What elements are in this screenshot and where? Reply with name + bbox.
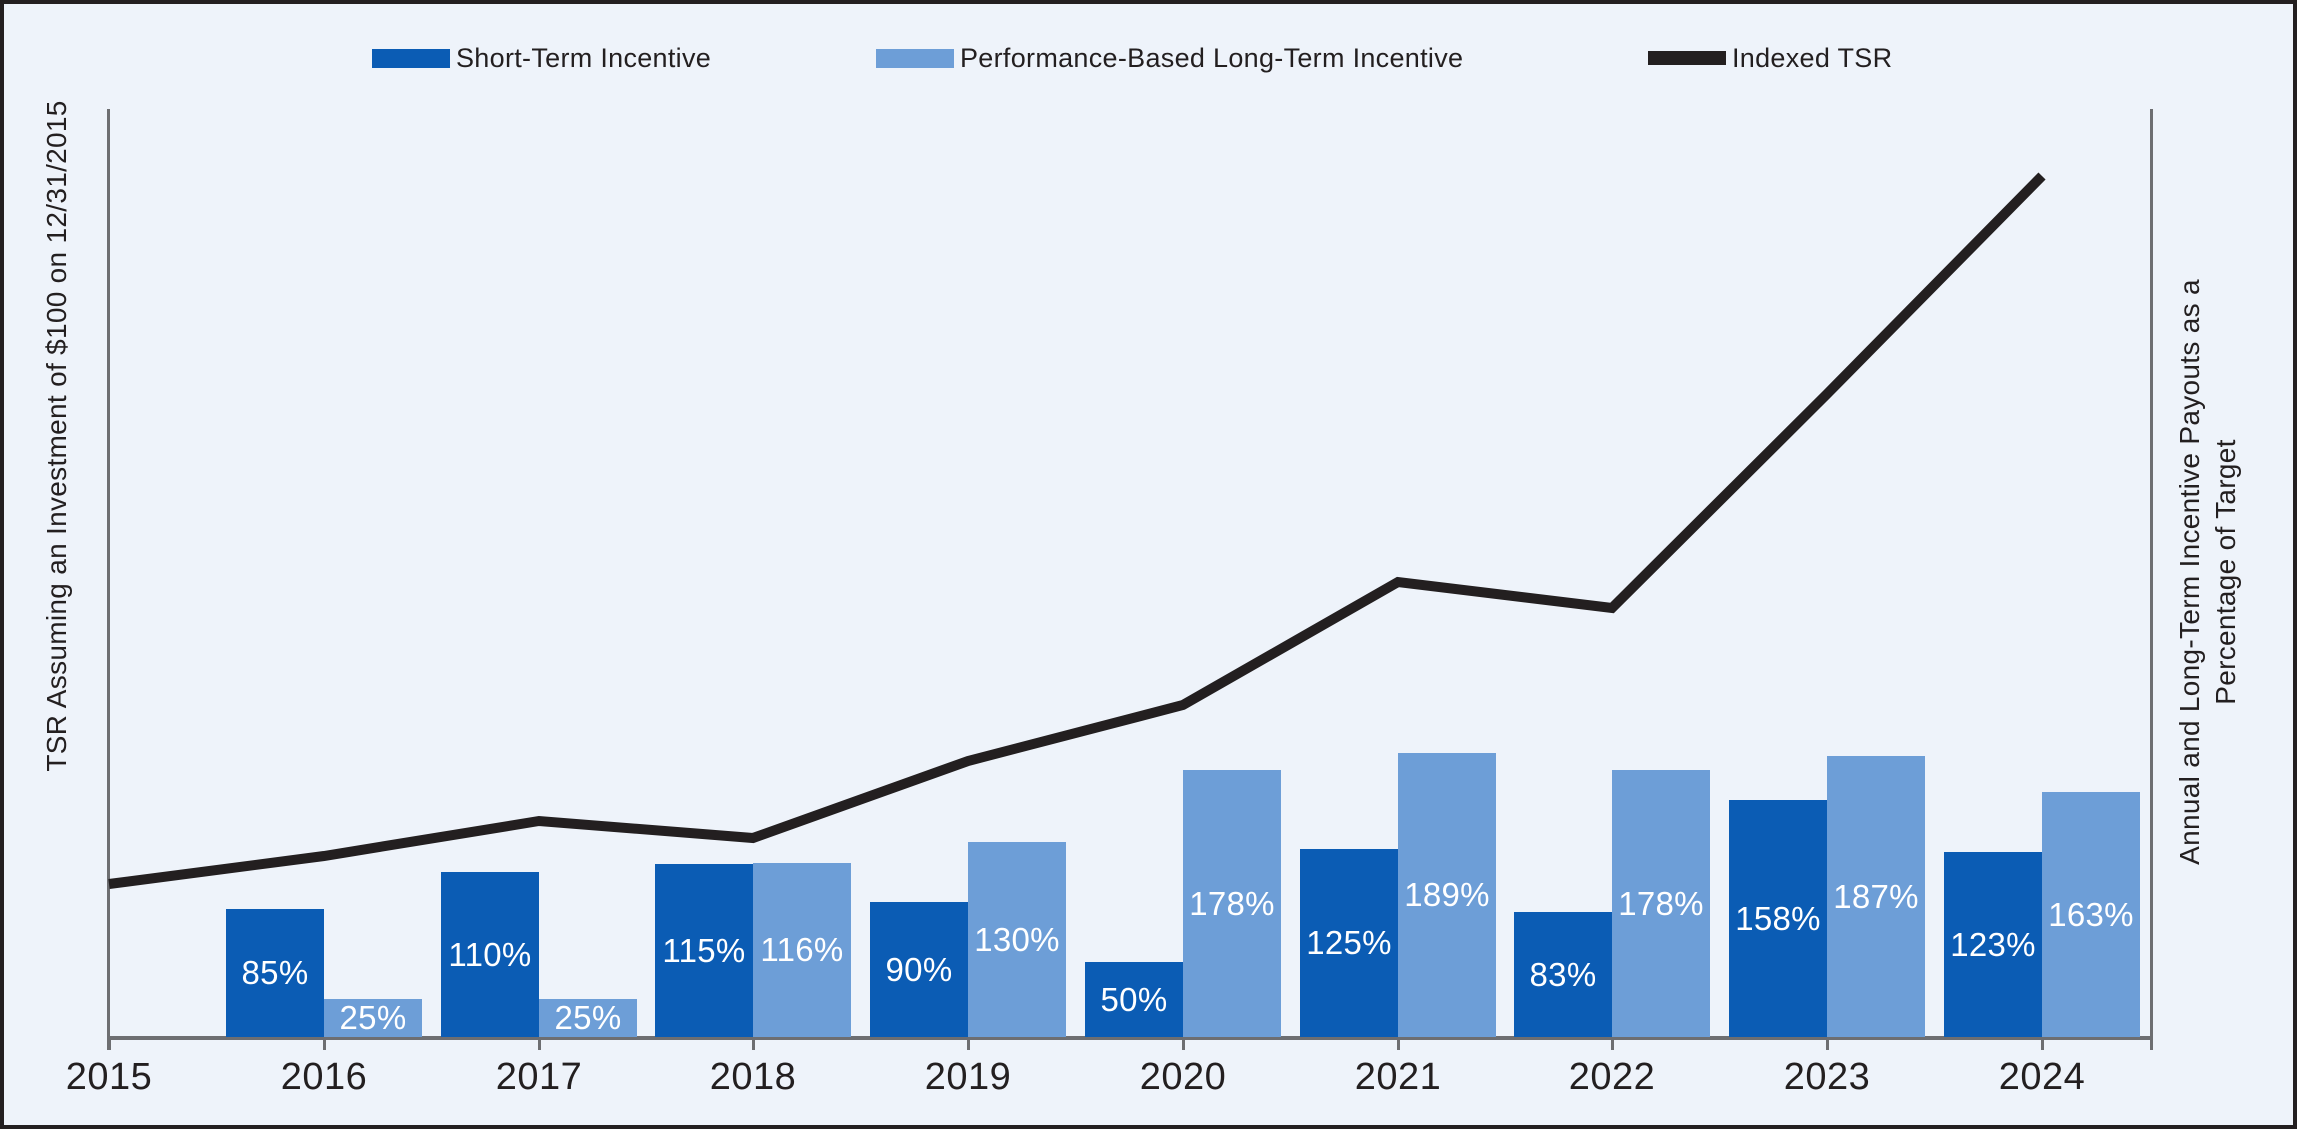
x-axis-tick-2024 bbox=[2041, 1039, 2044, 1050]
x-axis-line bbox=[107, 1036, 2153, 1040]
x-axis-tick-2020 bbox=[1182, 1039, 1185, 1050]
legend-item-indexed-tsr: Indexed TSR bbox=[1648, 42, 1892, 74]
bar-value-label-2016: 85% bbox=[241, 954, 309, 991]
bar-value-label-2022: 83% bbox=[1529, 955, 1597, 993]
bar-short-term-2024: 123% bbox=[1944, 852, 2042, 1037]
bar-value-label-2016: 25% bbox=[339, 999, 407, 1036]
tsr-line-swatch-icon bbox=[1648, 51, 1726, 65]
x-axis-label-2016: 2016 bbox=[280, 1056, 368, 1098]
legend-item-short-term-incentive: Short-Term Incentive bbox=[372, 42, 711, 74]
bar-short-term-2021: 125% bbox=[1300, 849, 1398, 1037]
bar-long-term-2020: 178% bbox=[1183, 770, 1281, 1037]
y-axis-line-right bbox=[2150, 109, 2153, 1050]
x-axis-label-2017: 2017 bbox=[495, 1056, 583, 1098]
bar-value-label-2017: 25% bbox=[554, 999, 622, 1036]
bar-long-term-2018: 116% bbox=[753, 863, 851, 1037]
legend-item-long-term-incentive: Performance-Based Long-Term Incentive bbox=[876, 42, 1463, 74]
bar-long-term-2021: 189% bbox=[1398, 753, 1496, 1037]
x-axis-tick-2017 bbox=[538, 1039, 541, 1050]
x-axis-tick-2021 bbox=[1397, 1039, 1400, 1050]
bar-value-label-2022: 178% bbox=[1618, 884, 1704, 922]
bar-long-term-2024: 163% bbox=[2042, 792, 2140, 1037]
bar-short-term-2020: 50% bbox=[1085, 962, 1183, 1037]
x-axis-label-2024: 2024 bbox=[1998, 1056, 2086, 1098]
bar-long-term-2019: 130% bbox=[968, 842, 1066, 1037]
bar-value-label-2021: 189% bbox=[1404, 876, 1490, 913]
bar-value-label-2018: 115% bbox=[662, 931, 746, 969]
x-axis-tick-2022 bbox=[1611, 1039, 1614, 1050]
bar-short-term-2017: 110% bbox=[441, 872, 539, 1037]
y-axis-line-left bbox=[107, 109, 110, 1050]
bar-value-label-2020: 178% bbox=[1189, 884, 1275, 922]
x-axis-label-2019: 2019 bbox=[924, 1056, 1012, 1098]
tsr-polyline bbox=[108, 172, 2046, 889]
bar-value-label-2018: 116% bbox=[760, 931, 844, 968]
bar-short-term-2023: 158% bbox=[1729, 800, 1827, 1037]
bar-long-term-2017: 25% bbox=[539, 999, 637, 1037]
x-axis-label-2020: 2020 bbox=[1139, 1056, 1227, 1098]
bar-long-term-2016: 25% bbox=[324, 999, 422, 1037]
legend-label-long-term: Performance-Based Long-Term Incentive bbox=[960, 42, 1464, 73]
bar-short-term-2016: 85% bbox=[226, 909, 324, 1037]
long-term-bar-swatch-icon bbox=[876, 48, 954, 68]
legend-label-indexed-tsr: Indexed TSR bbox=[1732, 42, 1893, 73]
x-axis-label-2015: 2015 bbox=[65, 1056, 153, 1098]
x-axis-tick-2016 bbox=[323, 1039, 326, 1050]
x-axis-label-2021: 2021 bbox=[1354, 1056, 1442, 1098]
bar-value-label-2019: 90% bbox=[885, 950, 953, 988]
bar-value-label-2020: 50% bbox=[1100, 980, 1168, 1018]
bar-value-label-2024: 123% bbox=[1950, 925, 2036, 963]
x-axis-tick-2015 bbox=[108, 1039, 111, 1050]
bar-long-term-2022: 178% bbox=[1612, 770, 1710, 1037]
x-axis-tick-2023 bbox=[1826, 1039, 1829, 1050]
bar-value-label-2024: 163% bbox=[2048, 895, 2134, 933]
x-axis-label-2022: 2022 bbox=[1568, 1056, 1656, 1098]
bar-value-label-2017: 110% bbox=[448, 935, 532, 973]
bar-value-label-2019: 130% bbox=[974, 920, 1060, 958]
bar-short-term-2022: 83% bbox=[1514, 912, 1612, 1037]
x-axis-label-2023: 2023 bbox=[1783, 1056, 1871, 1098]
legend-label-short-term: Short-Term Incentive bbox=[456, 42, 712, 73]
bar-value-label-2021: 125% bbox=[1306, 924, 1392, 961]
bar-value-label-2023: 187% bbox=[1833, 877, 1919, 915]
bar-value-label-2023: 158% bbox=[1735, 899, 1821, 937]
x-axis-tick-2018 bbox=[752, 1039, 755, 1050]
bar-short-term-2018: 115% bbox=[655, 864, 753, 1037]
short-term-bar-swatch-icon bbox=[372, 48, 450, 68]
bar-long-term-2023: 187% bbox=[1827, 756, 1925, 1037]
x-axis-label-2018: 2018 bbox=[709, 1056, 797, 1098]
bar-short-term-2019: 90% bbox=[870, 902, 968, 1037]
x-axis-tick-2019 bbox=[967, 1039, 970, 1050]
